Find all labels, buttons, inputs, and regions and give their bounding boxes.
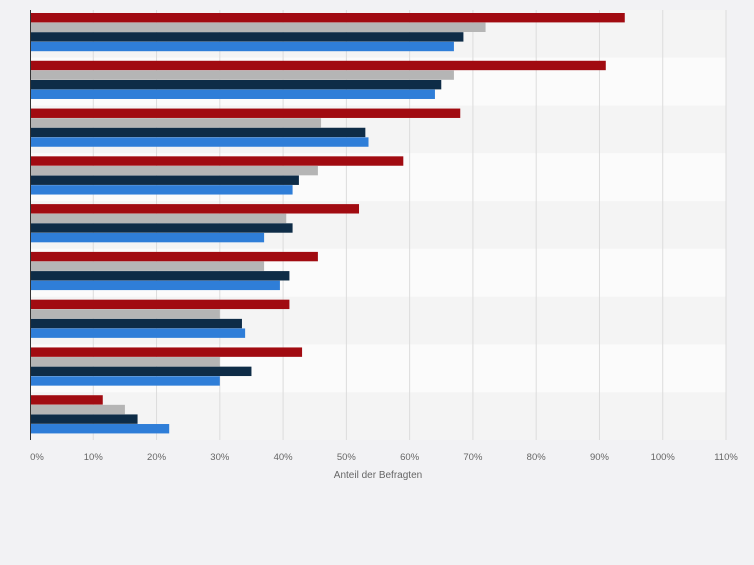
bar[interactable] — [30, 414, 138, 424]
bar[interactable] — [30, 357, 220, 367]
x-tick-label: 60% — [400, 452, 420, 463]
bar[interactable] — [30, 204, 360, 214]
bar[interactable] — [30, 318, 242, 329]
bar[interactable] — [30, 299, 290, 310]
bar[interactable] — [30, 165, 318, 176]
bar[interactable] — [30, 13, 625, 23]
x-tick-label: 70% — [463, 452, 483, 463]
bar[interactable] — [30, 175, 299, 185]
bar[interactable] — [30, 32, 464, 42]
bar[interactable] — [30, 347, 303, 357]
x-tick-label: 80% — [527, 452, 547, 463]
bar[interactable] — [30, 232, 265, 243]
bar[interactable] — [30, 261, 265, 271]
x-tick-label: 100% — [651, 452, 676, 463]
bar[interactable] — [30, 137, 369, 147]
x-tick-labels: 0% 10% 20% 30% 40% 50% 60% 70% 80% 90% 100% 110% — [30, 452, 738, 463]
bar[interactable] — [30, 223, 293, 233]
bar[interactable] — [30, 424, 170, 434]
bar[interactable] — [30, 41, 454, 52]
bar[interactable] — [30, 213, 287, 224]
bar[interactable] — [30, 251, 318, 262]
bar[interactable] — [30, 376, 220, 386]
x-tick-label: 90% — [590, 452, 610, 463]
x-tick-label: 40% — [274, 452, 294, 463]
bar[interactable] — [30, 127, 366, 138]
bar[interactable] — [30, 22, 486, 32]
x-axis-label: Anteil der Befragten — [334, 470, 422, 481]
bar[interactable] — [30, 280, 280, 291]
x-tick-label: 50% — [337, 452, 357, 463]
bar[interactable] — [30, 404, 125, 415]
bar[interactable] — [30, 395, 103, 405]
bar[interactable] — [30, 328, 246, 338]
bar[interactable] — [30, 89, 435, 99]
bar[interactable] — [30, 366, 252, 377]
bar[interactable] — [30, 79, 442, 90]
x-tick-label: 110% — [714, 452, 738, 463]
bar[interactable] — [30, 309, 220, 319]
bar[interactable] — [30, 108, 461, 118]
x-tick-label: 30% — [210, 452, 230, 463]
x-tick-label: 0% — [30, 452, 44, 463]
bar[interactable] — [30, 156, 404, 166]
bars — [30, 13, 625, 434]
x-tick-label: 20% — [147, 452, 167, 463]
x-tick-label: 10% — [84, 452, 104, 463]
bar[interactable] — [30, 60, 606, 71]
bar[interactable] — [30, 271, 290, 281]
bar[interactable] — [30, 70, 454, 80]
bar[interactable] — [30, 118, 322, 128]
bar[interactable] — [30, 185, 293, 195]
